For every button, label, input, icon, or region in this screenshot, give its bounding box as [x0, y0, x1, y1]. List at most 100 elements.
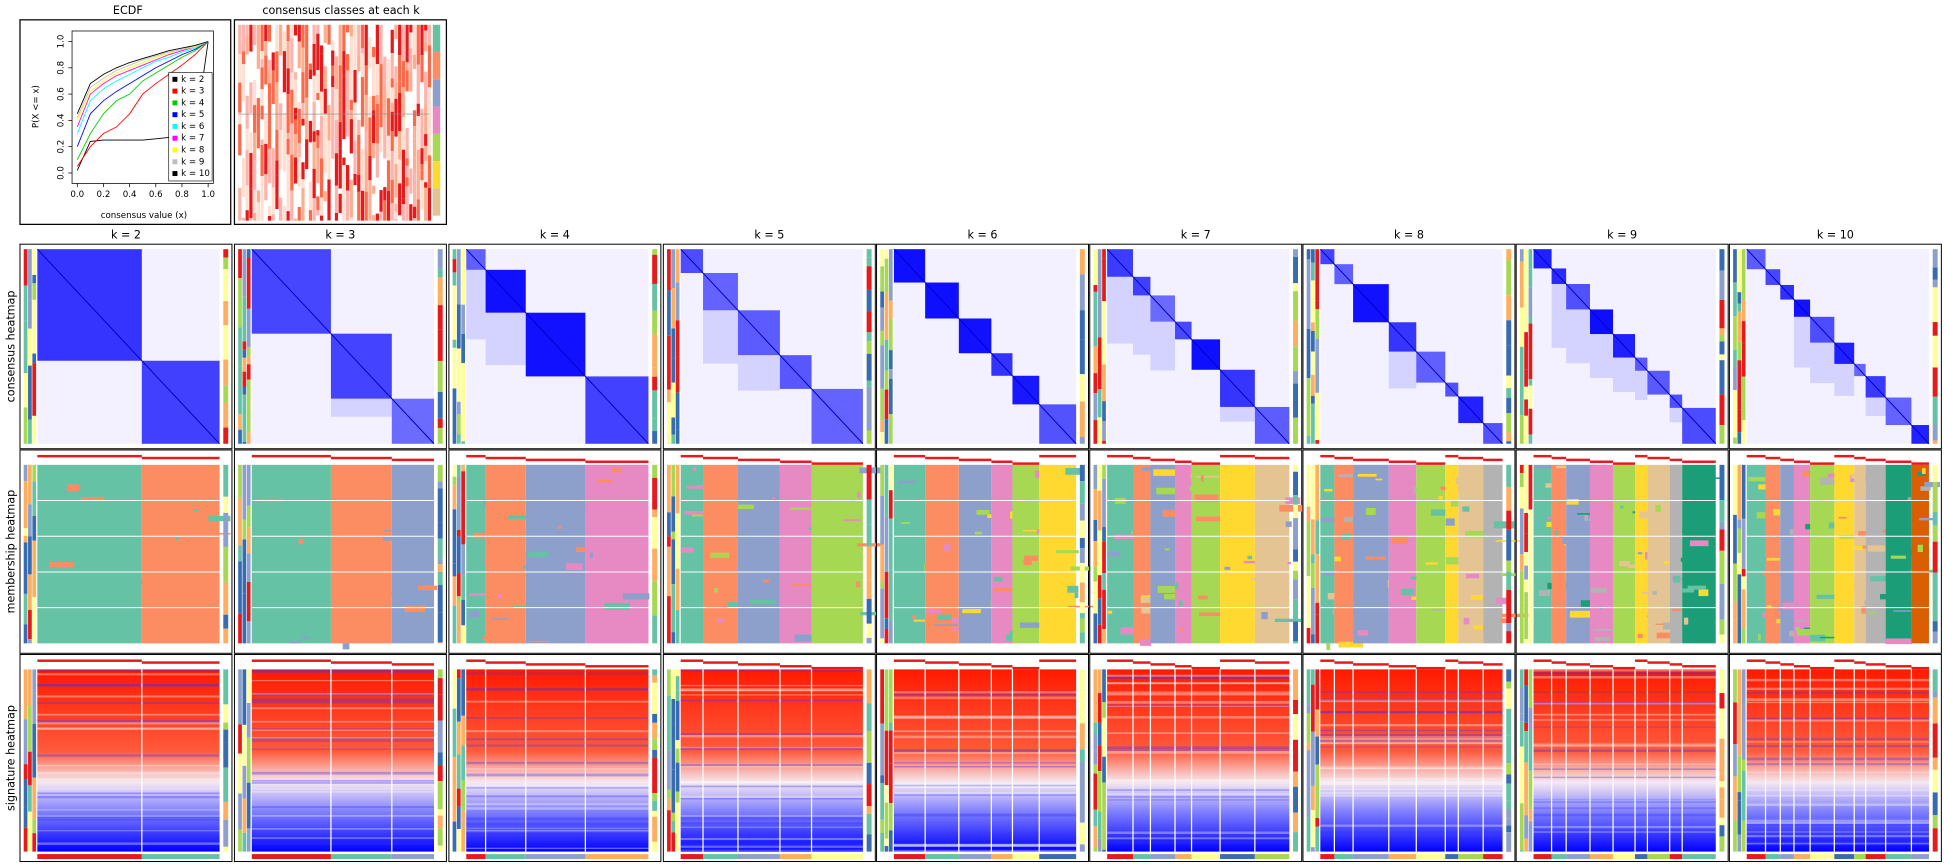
annotation-cell	[866, 784, 872, 807]
class-cell	[308, 181, 313, 211]
signature-noise	[893, 749, 1077, 752]
signature-noise	[1320, 724, 1503, 727]
class-cell	[349, 179, 353, 218]
membership-noise	[857, 491, 861, 498]
signature-noise	[466, 822, 649, 826]
top-annotation	[1533, 659, 1552, 662]
annotation-cell	[452, 821, 457, 852]
class-cell	[279, 197, 283, 221]
signature-noise	[893, 716, 1077, 719]
class-cell	[409, 71, 413, 92]
annotation-cell	[23, 535, 28, 543]
bottom-annotation	[485, 854, 526, 860]
signature-body	[466, 669, 649, 852]
membership-noise	[557, 526, 562, 529]
class-cell	[319, 150, 324, 159]
membership-noise	[943, 544, 951, 552]
annotation-cell	[652, 548, 658, 568]
annotation-cell	[1093, 826, 1098, 848]
annotation-cell	[652, 749, 658, 758]
annotation-cell	[223, 279, 229, 302]
annotation-cell	[1306, 259, 1311, 281]
annotation-cell	[888, 802, 893, 831]
annotation-cell	[1737, 432, 1742, 444]
class-cell	[279, 82, 283, 104]
annotation-cell	[884, 628, 889, 644]
signature-noise	[1320, 699, 1503, 703]
annotation-cell	[1506, 320, 1512, 346]
class-cell	[375, 24, 379, 65]
annotation-cell	[1506, 763, 1512, 775]
signature-noise	[680, 766, 863, 768]
bottom-annotation	[1589, 854, 1614, 860]
class-cell	[386, 160, 391, 191]
annotation-cell	[1506, 397, 1512, 413]
annotation-cell	[1306, 464, 1311, 507]
annotation-cell	[1093, 566, 1098, 582]
class-cell	[293, 107, 298, 120]
class-cell	[349, 71, 353, 100]
annotation-cell	[1737, 311, 1742, 342]
class-cell	[267, 83, 272, 125]
annotation-cell	[1506, 783, 1512, 801]
class-cell	[249, 173, 253, 189]
bottom-annotation	[1635, 854, 1648, 860]
top-annotation	[1012, 666, 1040, 670]
annotation-cell	[667, 696, 671, 719]
class-cell	[412, 126, 417, 139]
class-cell	[375, 195, 379, 214]
annotation-cell	[1737, 792, 1742, 801]
consensus-offblock	[737, 355, 780, 391]
annotation-cell	[888, 378, 893, 415]
membership-noise	[406, 626, 429, 633]
signature-noise	[1107, 732, 1290, 735]
membership-block	[925, 464, 959, 644]
annotation-cell	[23, 373, 28, 408]
class-cell	[316, 196, 320, 210]
annotation-cell	[671, 698, 676, 725]
class-cell	[260, 51, 264, 60]
annotation-cell	[437, 815, 443, 829]
annotation-cell	[1528, 809, 1533, 822]
top-annotation	[1780, 663, 1794, 666]
annotation-cell	[1097, 530, 1102, 576]
class-cell	[282, 112, 287, 125]
membership-noise	[680, 547, 694, 553]
annotation-cell	[884, 618, 889, 629]
annotation-cell	[456, 348, 461, 402]
membership-block	[1533, 464, 1552, 644]
signature-noise	[893, 832, 1077, 835]
class-cell	[342, 75, 346, 113]
annotation-cell	[456, 573, 461, 597]
membership-noise	[1175, 582, 1179, 589]
class-cell	[427, 187, 432, 221]
class-cell	[405, 56, 409, 63]
annotation-cell	[1519, 487, 1524, 509]
annotation-cell	[437, 694, 443, 721]
annotation-cell	[1528, 729, 1533, 771]
class-cell	[368, 96, 372, 118]
membership-noise	[482, 636, 488, 640]
class-cell	[323, 66, 327, 89]
signature-noise	[1746, 803, 1929, 806]
membership-noise	[604, 597, 613, 602]
class-cell	[267, 41, 272, 60]
class-cell	[293, 24, 298, 36]
panel-frame	[876, 243, 1090, 450]
class-cell	[412, 218, 417, 221]
class-cell	[383, 187, 387, 201]
signature-noise	[1746, 841, 1929, 844]
class-cell	[409, 91, 413, 129]
membership-noise	[528, 551, 549, 558]
annotation-cell	[652, 793, 658, 801]
class-cell	[301, 24, 305, 48]
class-cell	[424, 30, 428, 43]
top-annotation	[1911, 462, 1929, 465]
class-cell	[349, 119, 353, 154]
class-cell	[245, 185, 249, 211]
annotation-cell	[223, 352, 229, 360]
class-cell	[383, 200, 387, 221]
annotation-cell	[461, 494, 466, 545]
signature-body	[1320, 669, 1503, 852]
top-annotation	[1834, 454, 1855, 458]
